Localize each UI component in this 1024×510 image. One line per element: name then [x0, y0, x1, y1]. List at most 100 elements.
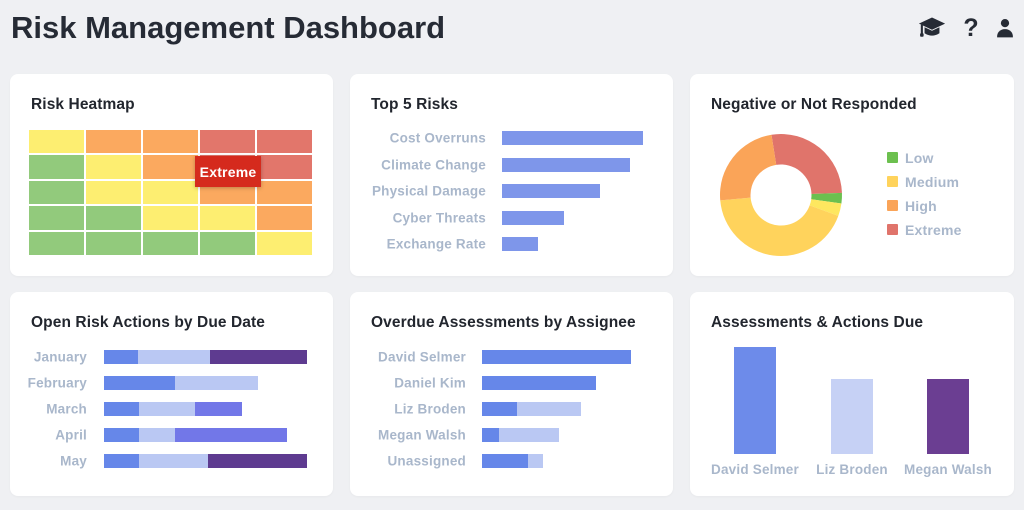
open_actions-bar-5-seg-2[interactable]	[139, 454, 208, 468]
overdue_assessments-row-4: Megan Walsh	[350, 427, 673, 443]
top_risks-label-1: Cost Overruns	[389, 130, 486, 146]
open_actions-bar-3-seg-1[interactable]	[104, 402, 139, 416]
due-bar-2[interactable]	[831, 379, 873, 454]
heatmap-cell-r3c3[interactable]	[143, 180, 198, 205]
risk-heatmap-grid	[29, 130, 312, 255]
heatmap-cell-r4c5[interactable]	[257, 206, 312, 230]
open_actions-bar-2-seg-1[interactable]	[104, 376, 175, 390]
heatmap-cell-r4c3[interactable]	[143, 206, 198, 230]
donut-slice-medium-light-[interactable]	[809, 199, 842, 216]
overdue_assessments-bar-2[interactable]	[482, 376, 596, 390]
open_actions-bar-3[interactable]	[104, 402, 242, 416]
open_actions-row-5: May	[10, 454, 333, 469]
heatmap-cell-r3c1[interactable]	[29, 180, 84, 205]
overdue_assessments-label-3: Liz Broden	[394, 401, 466, 417]
open_actions-bar-4-seg-2[interactable]	[139, 428, 175, 442]
card-title-negative-or-not-responded: Negative or Not Responded	[711, 96, 917, 113]
top_risks-bar-2[interactable]	[502, 157, 630, 172]
heatmap-tooltip: Extreme	[195, 156, 261, 187]
overdue_assessments-bar-3-seg-2[interactable]	[517, 402, 581, 416]
open_actions-bar-3-seg-2[interactable]	[139, 402, 195, 416]
top_risks-bar-4-fill[interactable]	[502, 210, 564, 225]
legend-item-low[interactable]: Low	[887, 150, 934, 166]
overdue_assessments-bar-1[interactable]	[482, 350, 631, 364]
heatmap-cell-r1c4[interactable]	[200, 130, 255, 154]
open_actions-bar-1-seg-1[interactable]	[104, 350, 138, 364]
due-bar-1[interactable]	[734, 347, 776, 454]
heatmap-cell-r5c2[interactable]	[86, 231, 141, 255]
overdue_assessments-bar-4[interactable]	[482, 428, 559, 442]
donut-slice-extreme[interactable]	[771, 133, 842, 194]
overdue_assessments-bar-3[interactable]	[482, 402, 581, 416]
legend-item-medium[interactable]: Medium	[887, 174, 959, 190]
heatmap-cell-r2c5[interactable]	[257, 155, 312, 179]
graduation-cap-icon[interactable]	[918, 14, 946, 42]
legend-label-high: High	[905, 197, 937, 214]
open_actions-bar-5-seg-4[interactable]	[208, 454, 307, 468]
heatmap-cell-r5c3[interactable]	[143, 231, 198, 255]
open_actions-bar-4-seg-3[interactable]	[175, 428, 287, 442]
legend-item-high[interactable]: High	[887, 197, 937, 214]
due-bar-label-1: David Selmer	[711, 462, 799, 477]
open_actions-bar-1-seg-2[interactable]	[138, 350, 210, 364]
top_risks-row-5: Exchange Rate	[350, 236, 673, 251]
top_risks-label-2: Climate Change	[381, 157, 486, 173]
top_risks-bar-3-fill[interactable]	[502, 184, 600, 199]
legend-swatch-low	[887, 152, 898, 163]
overdue_assessments-bar-5-seg-1[interactable]	[482, 454, 528, 468]
open_actions-bar-2-seg-2[interactable]	[175, 376, 258, 390]
overdue_assessments-bar-2-seg-1[interactable]	[482, 376, 596, 390]
open_actions-bar-1-seg-4[interactable]	[210, 350, 307, 364]
top_risks-bar-1-fill[interactable]	[502, 131, 643, 146]
heatmap-cell-r5c4[interactable]	[200, 231, 255, 255]
heatmap-cell-r1c3[interactable]	[143, 130, 198, 154]
top_risks-bar-4[interactable]	[502, 210, 564, 225]
open_actions-bar-5[interactable]	[104, 454, 307, 468]
overdue_assessments-label-4: Megan Walsh	[378, 427, 466, 443]
user-icon[interactable]	[996, 14, 1014, 42]
donut-slice-high[interactable]	[719, 134, 777, 201]
top_risks-row-4: Cyber Threats	[350, 210, 673, 225]
help-icon[interactable]: ?	[962, 14, 980, 42]
open_actions-bar-2[interactable]	[104, 376, 258, 390]
open_actions-bar-4[interactable]	[104, 428, 287, 442]
overdue_assessments-bar-5[interactable]	[482, 454, 543, 468]
overdue_assessments-row-3: Liz Broden	[350, 401, 673, 417]
overdue_assessments-bar-4-seg-2[interactable]	[499, 428, 559, 442]
overdue_assessments-bar-1-seg-1[interactable]	[482, 350, 631, 364]
due-bar-3[interactable]	[927, 379, 969, 454]
heatmap-cell-r2c1[interactable]	[29, 155, 84, 179]
heatmap-cell-r3c2[interactable]	[86, 180, 141, 205]
open_actions-bar-3-seg-3[interactable]	[195, 402, 242, 416]
card-open-risk-actions-by-due-date: Open Risk Actions by Due Date January Feb…	[10, 292, 333, 496]
overdue_assessments-bar-3-seg-1[interactable]	[482, 402, 517, 416]
legend-item-extreme[interactable]: Extreme	[887, 221, 962, 238]
heatmap-cell-r4c2[interactable]	[86, 206, 141, 230]
overdue_assessments-bar-4-seg-1[interactable]	[482, 428, 499, 442]
heatmap-cell-r1c5[interactable]	[257, 130, 312, 154]
open_actions-bar-5-seg-1[interactable]	[104, 454, 139, 468]
heatmap-cell-r4c1[interactable]	[29, 206, 84, 230]
top_risks-bar-5[interactable]	[502, 236, 538, 251]
legend-swatch-extreme	[887, 224, 898, 235]
heatmap-cell-r1c2[interactable]	[86, 130, 141, 154]
heatmap-cell-r3c5[interactable]	[257, 180, 312, 205]
top_risks-bar-3[interactable]	[502, 184, 600, 199]
overdue_assessments-bar-5-seg-2[interactable]	[528, 454, 543, 468]
heatmap-cell-r2c3[interactable]	[143, 155, 198, 179]
heatmap-cell-r2c2[interactable]	[86, 155, 141, 179]
top_risks-bar-2-fill[interactable]	[502, 157, 630, 172]
heatmap-cell-r5c5[interactable]	[257, 231, 312, 255]
open_actions-bar-4-seg-1[interactable]	[104, 428, 139, 442]
due-bar-label-2: Liz Broden	[816, 462, 888, 477]
top_risks-bar-5-fill[interactable]	[502, 236, 538, 251]
top_risks-bar-1[interactable]	[502, 131, 643, 146]
legend-label-extreme: Extreme	[905, 221, 962, 238]
donut-slice-low[interactable]	[811, 192, 842, 204]
heatmap-cell-r4c4[interactable]	[200, 206, 255, 230]
open_actions-bar-1[interactable]	[104, 350, 307, 364]
heatmap-cell-r5c1[interactable]	[29, 231, 84, 255]
donut-slice-medium[interactable]	[720, 197, 839, 256]
card-negative-or-not-responded: Negative or Not Responded Low Medium High E…	[690, 74, 1014, 276]
heatmap-cell-r1c1[interactable]	[29, 130, 84, 154]
